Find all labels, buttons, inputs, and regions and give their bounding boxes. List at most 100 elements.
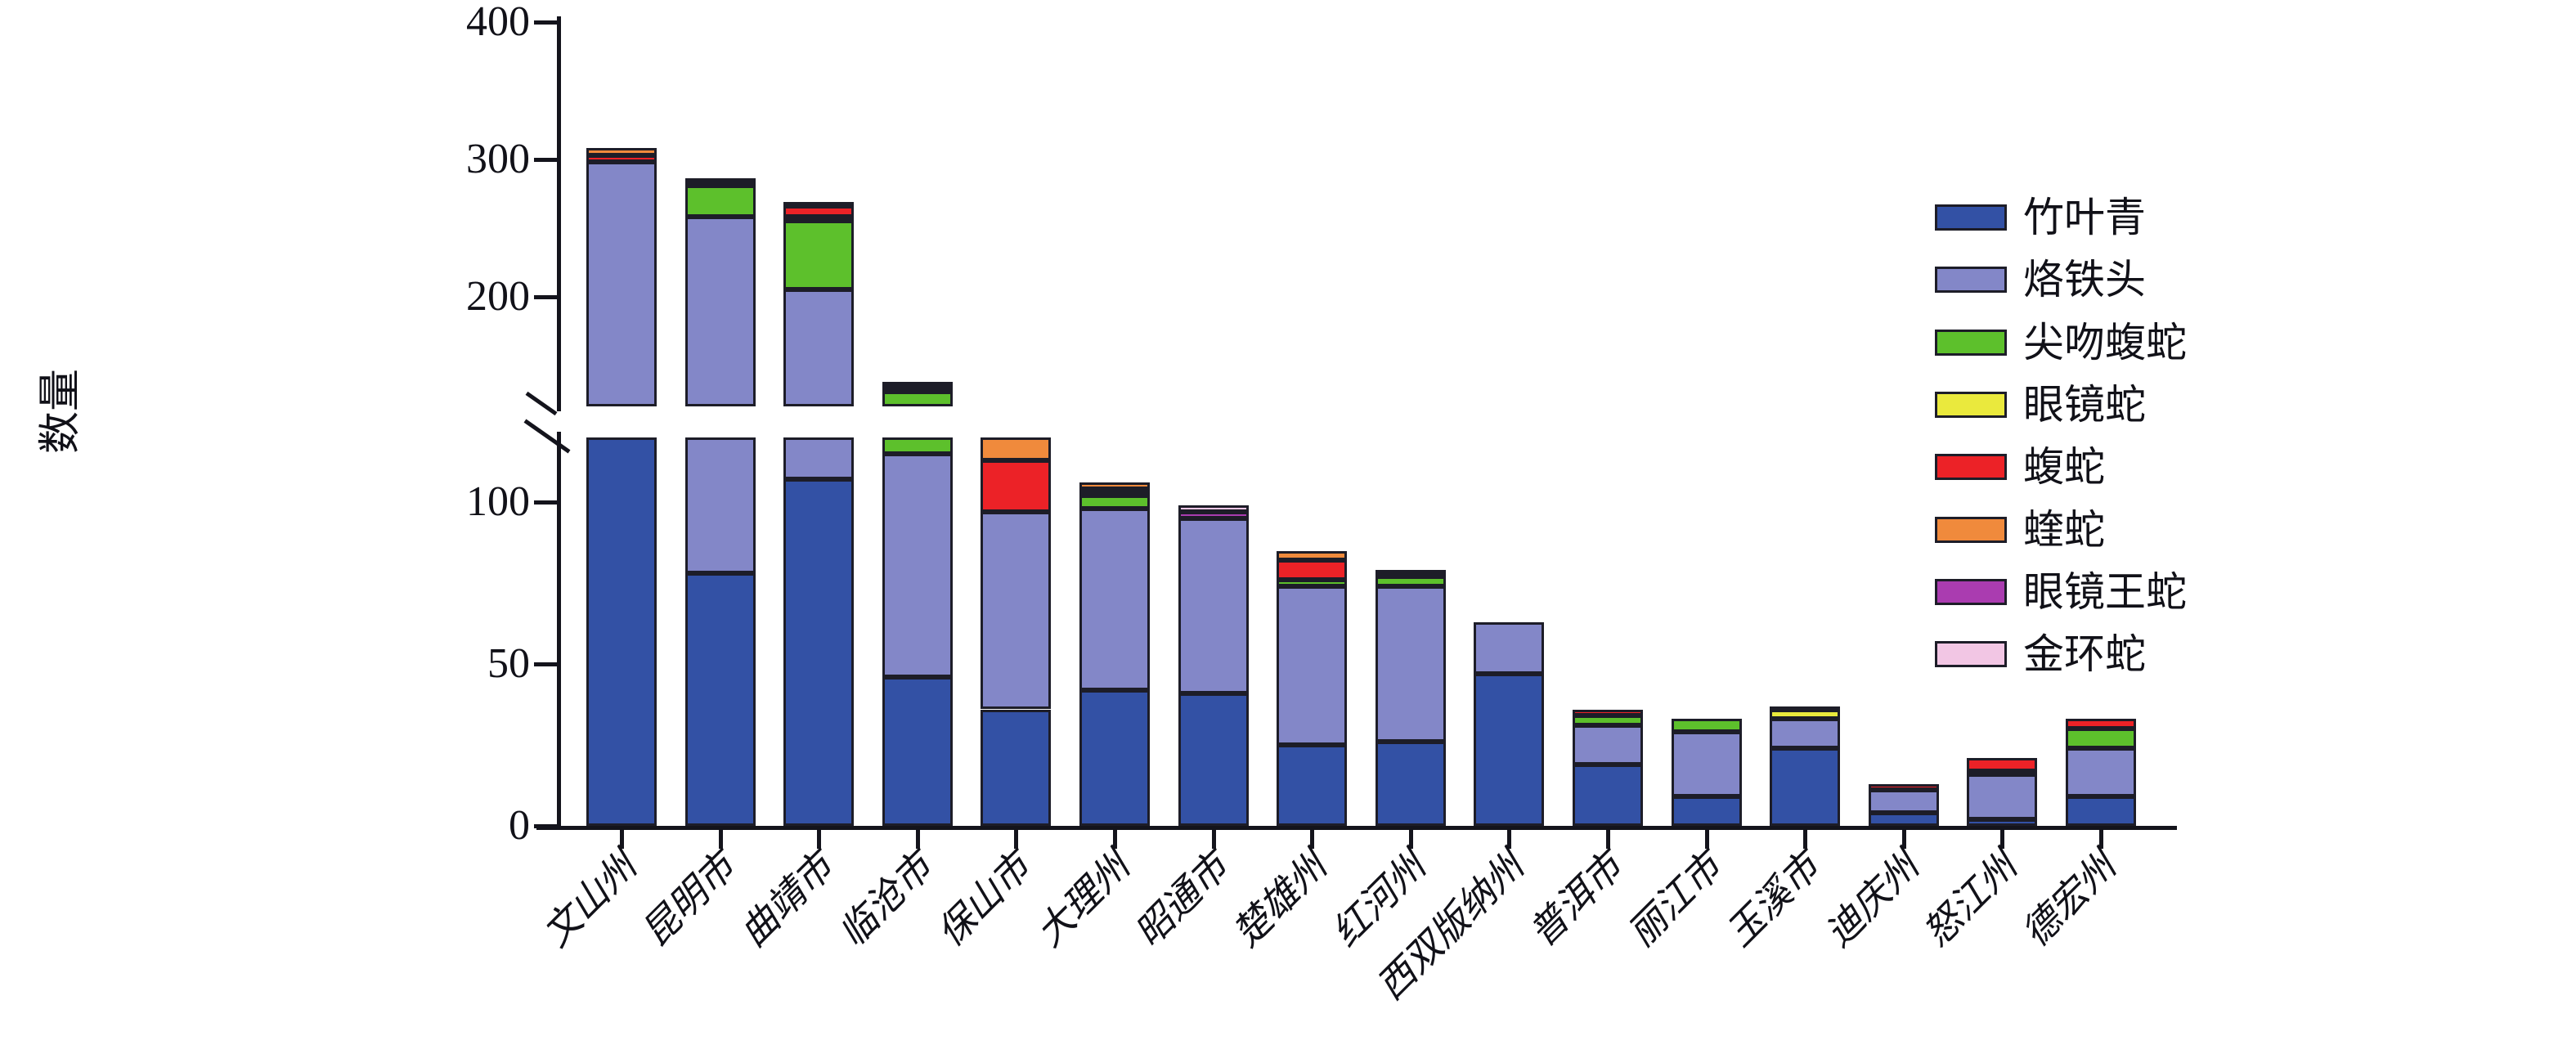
bar-segment-竹叶青	[684, 573, 756, 826]
bar-segment-烙铁头	[1868, 790, 1939, 814]
bar-segment-竹叶青	[1079, 689, 1150, 826]
bar-segment-尖吻蝮蛇	[1967, 770, 2038, 776]
x-category-label: 曲靖市	[732, 845, 841, 955]
y-tick-label: 300	[466, 135, 530, 182]
x-tick	[1113, 829, 1117, 849]
x-category-label: 玉溪市	[1718, 845, 1828, 955]
bar-segment-蝮蛇	[586, 155, 657, 163]
x-tick	[1408, 829, 1413, 849]
bar-segment-蝰蛇	[981, 437, 1052, 460]
x-tick	[620, 829, 624, 849]
x-tick	[1606, 829, 1610, 849]
bar-segment-烙铁头	[783, 289, 855, 406]
y-tick-label: 50	[487, 640, 530, 688]
bar-segment-蝮蛇	[783, 205, 855, 218]
bar-segment-蝮蛇	[981, 460, 1052, 513]
legend-item-label: 烙铁头	[2023, 257, 2146, 303]
bar-segment-竹叶青	[1671, 796, 1742, 826]
legend-item-label: 金环蛇	[2023, 631, 2146, 678]
bar-segment-烙铁头	[1770, 719, 1841, 748]
legend-swatch-icon	[1935, 454, 2007, 481]
bar-segment-眼镜王蛇	[882, 385, 953, 391]
y-tick	[534, 294, 559, 299]
bar-segment-尖吻蝮蛇	[1277, 580, 1348, 587]
bar-segment-眼镜蛇	[783, 217, 855, 222]
x-category-label: 普洱市	[1521, 845, 1631, 955]
bar-segment-竹叶青	[1375, 742, 1446, 826]
bar-segment-尖吻蝮蛇	[1573, 715, 1643, 726]
bar-segment-金环蛇	[1178, 505, 1249, 513]
bar-segment-蝮蛇	[1868, 783, 1939, 791]
x-tick	[1014, 829, 1019, 849]
bar-segment-烙铁头	[684, 437, 756, 574]
x-tick	[1901, 829, 1906, 849]
bar-segment-烙铁头	[783, 437, 855, 480]
legend-item-label: 眼镜蛇	[2023, 381, 2146, 428]
bar-segment-竹叶青	[2066, 796, 2136, 826]
x-tick	[1211, 829, 1216, 849]
bar-segment-竹叶青	[1770, 748, 1841, 826]
bar-segment-竹叶青	[783, 479, 855, 826]
legend-item-label: 竹叶青	[2023, 195, 2146, 240]
bar-segment-眼镜王蛇	[1178, 512, 1249, 518]
x-category-label: 保山市	[929, 845, 1039, 955]
x-tick	[915, 829, 920, 849]
bar-segment-尖吻蝮蛇	[1671, 719, 1742, 733]
bar-segment-蝰蛇	[1277, 550, 1348, 561]
legend-swatch-icon	[1935, 204, 2007, 231]
bar-segment-烙铁头	[1079, 509, 1150, 690]
x-category-label: 迪庆州	[1816, 845, 1927, 955]
x-category-label: 昆明市	[633, 845, 743, 955]
x-category-label: 怒江州	[1915, 845, 2026, 955]
bar-segment-竹叶青	[882, 676, 953, 826]
bar-segment-蝮蛇	[1967, 757, 2038, 771]
y-axis-title: 数量	[38, 369, 84, 455]
bar-segment-竹叶青	[586, 437, 657, 826]
x-axis-line	[536, 826, 2177, 830]
bar-segment-竹叶青	[1474, 673, 1545, 826]
x-tick	[2099, 829, 2103, 849]
bar-segment-蝰蛇	[1079, 482, 1150, 490]
x-tick	[1803, 829, 1808, 849]
x-category-label: 临沧市	[830, 845, 940, 955]
bar-segment-烙铁头	[684, 217, 756, 406]
bar-segment-尖吻蝮蛇	[684, 185, 756, 218]
x-category-label: 大理州	[1028, 845, 1138, 955]
x-category-label: 文山州	[535, 845, 644, 955]
bar-segment-烙铁头	[1671, 732, 1742, 797]
y-tick	[534, 157, 559, 162]
y-tick	[534, 824, 559, 828]
x-category-label: 昭通市	[1126, 845, 1236, 955]
y-tick	[534, 662, 559, 667]
bar-segment-蝮蛇	[1573, 709, 1643, 716]
y-tick-label: 200	[466, 272, 530, 320]
bar-segment-竹叶青	[981, 709, 1052, 826]
bar-segment-烙铁头	[1277, 586, 1348, 746]
bar-segment-烙铁头	[586, 162, 657, 406]
bar-segment-烙铁头	[1474, 621, 1545, 674]
bar-segment-烙铁头	[981, 512, 1052, 710]
bar-segment-烙铁头	[1178, 518, 1249, 693]
bar-segment-蝰蛇	[586, 148, 657, 155]
bar-segment-烙铁头	[882, 453, 953, 677]
bar-segment-烙铁头	[1375, 586, 1446, 742]
y-tick	[534, 500, 559, 505]
y-tick-label: 0	[509, 802, 530, 849]
bar-segment-尖吻蝮蛇	[783, 221, 855, 290]
x-category-label: 丽江市	[1619, 845, 1730, 955]
bar-segment-蝮蛇	[1277, 560, 1348, 581]
bar-segment-竹叶青	[1573, 764, 1643, 826]
bar-segment-眼镜王蛇	[783, 201, 855, 207]
x-tick	[1704, 829, 1709, 849]
legend-swatch-icon	[1935, 516, 2007, 543]
bar-segment-蝮蛇	[1079, 489, 1150, 495]
legend-swatch-icon	[1935, 578, 2007, 605]
x-tick	[817, 829, 822, 849]
bar-segment-烙铁头	[1573, 725, 1643, 765]
bar-segment-尖吻蝮蛇	[1079, 496, 1150, 509]
bar-segment-蝮蛇	[2066, 719, 2136, 729]
bar-segment-竹叶青	[1277, 745, 1348, 826]
bar-segment-尖吻蝮蛇	[882, 391, 953, 406]
x-category-label: 德宏州	[2014, 845, 2124, 955]
legend-swatch-icon	[1935, 329, 2007, 356]
